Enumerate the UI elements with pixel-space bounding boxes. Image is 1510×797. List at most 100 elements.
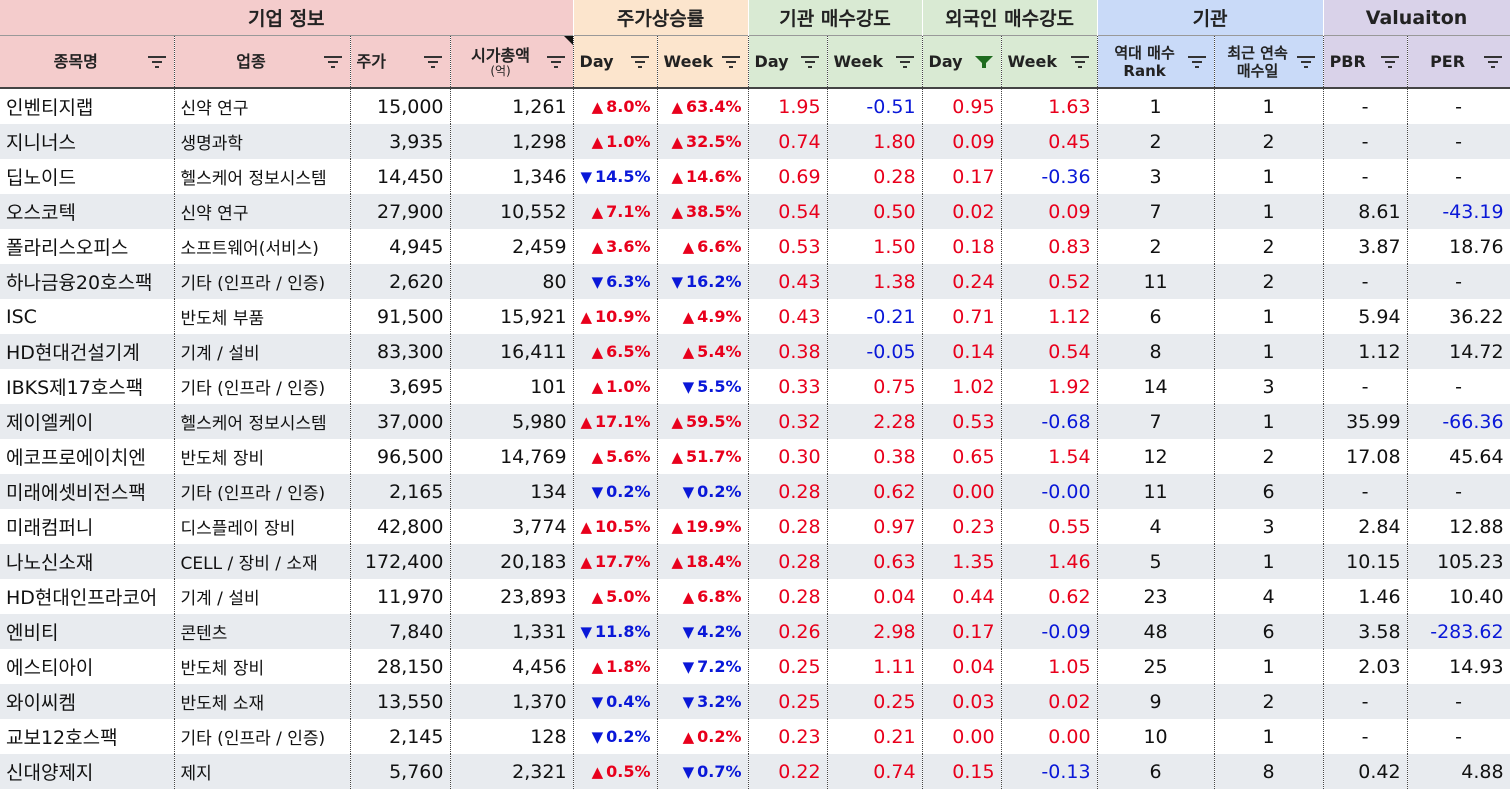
cell-industry[interactable]: 신약 연구 xyxy=(174,88,351,124)
cell-price-week[interactable]: ▲ 59.5% xyxy=(657,404,749,439)
table-row[interactable]: 오스코텍 신약 연구 27,900 10,552 ▲ 7.1% ▲ 38.5% 0.54 0.50… xyxy=(0,194,1510,229)
cell-pbr[interactable]: 17.08 xyxy=(1323,439,1408,474)
filter-icon[interactable] xyxy=(1069,55,1091,69)
cell-name[interactable]: 미래에셋비전스팩 xyxy=(0,474,175,509)
header-inst-week[interactable]: Week xyxy=(827,35,923,89)
cell-price-day[interactable]: ▲ 17.7% xyxy=(573,544,658,579)
cell-pbr[interactable]: - xyxy=(1323,124,1408,159)
cell-foreign-week[interactable]: 0.54 xyxy=(1001,334,1098,369)
cell-per[interactable]: 14.93 xyxy=(1407,649,1510,684)
cell-industry[interactable]: 반도체 부품 xyxy=(174,299,351,334)
cell-inst-week[interactable]: 0.75 xyxy=(827,369,923,404)
cell-price-day[interactable]: ▼ 0.4% xyxy=(573,684,658,719)
cell-pbr[interactable]: - xyxy=(1323,474,1408,509)
cell-industry[interactable]: 신약 연구 xyxy=(174,194,351,229)
cell-rank[interactable]: 11 xyxy=(1097,264,1215,299)
cell-rank[interactable]: 23 xyxy=(1097,579,1215,614)
cell-foreign-week[interactable]: 0.45 xyxy=(1001,124,1098,159)
cell-industry[interactable]: 제지 xyxy=(174,754,351,789)
cell-foreign-week[interactable]: 1.92 xyxy=(1001,369,1098,404)
cell-streak[interactable]: 3 xyxy=(1214,369,1324,404)
cell-market-cap[interactable]: 5,980 xyxy=(450,404,574,439)
cell-rank[interactable]: 5 xyxy=(1097,544,1215,579)
cell-price-week[interactable]: ▲ 38.5% xyxy=(657,194,749,229)
table-row[interactable]: 하나금융20호스팩 기타 (인프라 / 인증) 2,620 80 ▼ 6.3% ▼ 16.2%… xyxy=(0,264,1510,299)
cell-rank[interactable]: 8 xyxy=(1097,334,1215,369)
cell-inst-week[interactable]: 0.21 xyxy=(827,719,923,754)
filter-icon[interactable] xyxy=(422,55,444,69)
cell-inst-day[interactable]: 0.69 xyxy=(748,159,828,194)
cell-foreign-day[interactable]: 0.53 xyxy=(922,404,1002,439)
cell-inst-day[interactable]: 0.26 xyxy=(748,614,828,649)
cell-pbr[interactable]: 8.61 xyxy=(1323,194,1408,229)
cell-per[interactable]: 12.88 xyxy=(1407,509,1510,544)
cell-per[interactable]: - xyxy=(1407,124,1510,159)
cell-name[interactable]: 교보12호스팩 xyxy=(0,719,175,754)
cell-streak[interactable]: 3 xyxy=(1214,509,1324,544)
cell-foreign-day[interactable]: 0.14 xyxy=(922,334,1002,369)
cell-foreign-day[interactable]: 1.35 xyxy=(922,544,1002,579)
cell-foreign-day[interactable]: 0.23 xyxy=(922,509,1002,544)
cell-price-day[interactable]: ▲ 10.9% xyxy=(573,299,658,334)
cell-price-week[interactable]: ▲ 6.6% xyxy=(657,229,749,264)
cell-rank[interactable]: 6 xyxy=(1097,754,1215,789)
cell-market-cap[interactable]: 80 xyxy=(450,264,574,299)
cell-foreign-day[interactable]: 0.18 xyxy=(922,229,1002,264)
table-row[interactable]: 제이엘케이 헬스케어 정보시스템 37,000 5,980 ▲ 17.1% ▲ 59.5% 0.… xyxy=(0,404,1510,439)
cell-pbr[interactable]: - xyxy=(1323,264,1408,299)
cell-streak[interactable]: 8 xyxy=(1214,754,1324,789)
cell-price-week[interactable]: ▼ 0.2% xyxy=(657,474,749,509)
cell-inst-week[interactable]: 0.50 xyxy=(827,194,923,229)
cell-market-cap[interactable]: 10,552 xyxy=(450,194,574,229)
header-price[interactable]: 주가 xyxy=(350,35,451,89)
cell-price[interactable]: 2,145 xyxy=(350,719,451,754)
filter-icon[interactable] xyxy=(894,55,916,69)
cell-market-cap[interactable]: 134 xyxy=(450,474,574,509)
cell-inst-day[interactable]: 0.22 xyxy=(748,754,828,789)
cell-inst-week[interactable]: 1.80 xyxy=(827,124,923,159)
cell-industry[interactable]: 반도체 장비 xyxy=(174,439,351,474)
cell-inst-week[interactable]: 0.04 xyxy=(827,579,923,614)
cell-streak[interactable]: 2 xyxy=(1214,684,1324,719)
cell-inst-day[interactable]: 0.38 xyxy=(748,334,828,369)
cell-pbr[interactable]: 10.15 xyxy=(1323,544,1408,579)
table-row[interactable]: 에스티아이 반도체 장비 28,150 4,456 ▲ 1.8% ▼ 7.2% 0.25 1.11… xyxy=(0,649,1510,684)
cell-foreign-week[interactable]: 1.12 xyxy=(1001,299,1098,334)
cell-streak[interactable]: 2 xyxy=(1214,264,1324,299)
cell-rank[interactable]: 11 xyxy=(1097,474,1215,509)
cell-inst-day[interactable]: 0.25 xyxy=(748,684,828,719)
cell-price[interactable]: 27,900 xyxy=(350,194,451,229)
table-row[interactable]: 엔비티 콘텐츠 7,840 1,331 ▼ 11.8% ▼ 4.2% 0.26 2.98 0.17-… xyxy=(0,614,1510,649)
cell-price-week[interactable]: ▲ 63.4% xyxy=(657,88,749,124)
cell-per[interactable]: -43.19 xyxy=(1407,194,1510,229)
cell-price-day[interactable]: ▲ 1.0% xyxy=(573,369,658,404)
cell-industry[interactable]: 소프트웨어(서비스) xyxy=(174,229,351,264)
cell-foreign-day[interactable]: 1.02 xyxy=(922,369,1002,404)
cell-name[interactable]: 나노신소재 xyxy=(0,544,175,579)
cell-name[interactable]: HD현대인프라코어 xyxy=(0,579,175,614)
cell-foreign-week[interactable]: 0.62 xyxy=(1001,579,1098,614)
cell-price-day[interactable]: ▼ 6.3% xyxy=(573,264,658,299)
cell-per[interactable]: 14.72 xyxy=(1407,334,1510,369)
cell-price[interactable]: 13,550 xyxy=(350,684,451,719)
cell-price-week[interactable]: ▼ 5.5% xyxy=(657,369,749,404)
cell-pbr[interactable]: 2.03 xyxy=(1323,649,1408,684)
cell-market-cap[interactable]: 1,346 xyxy=(450,159,574,194)
cell-price[interactable]: 5,760 xyxy=(350,754,451,789)
cell-price-day[interactable]: ▼ 0.2% xyxy=(573,474,658,509)
cell-foreign-day[interactable]: 0.71 xyxy=(922,299,1002,334)
table-row[interactable]: 나노신소재 CELL / 장비 / 소재 172,400 20,183 ▲ 17.7% ▲ 1… xyxy=(0,544,1510,579)
filter-icon[interactable] xyxy=(146,55,168,69)
cell-per[interactable]: - xyxy=(1407,684,1510,719)
cell-streak[interactable]: 1 xyxy=(1214,299,1324,334)
cell-price-week[interactable]: ▲ 51.7% xyxy=(657,439,749,474)
cell-streak[interactable]: 1 xyxy=(1214,544,1324,579)
cell-industry[interactable]: 생명과학 xyxy=(174,124,351,159)
cell-price[interactable]: 15,000 xyxy=(350,88,451,124)
cell-per[interactable]: - xyxy=(1407,369,1510,404)
cell-price-week[interactable]: ▲ 6.8% xyxy=(657,579,749,614)
cell-price-week[interactable]: ▼ 7.2% xyxy=(657,649,749,684)
cell-price-week[interactable]: ▲ 0.2% xyxy=(657,719,749,754)
cell-price-day[interactable]: ▲ 1.8% xyxy=(573,649,658,684)
cell-foreign-day[interactable]: 0.44 xyxy=(922,579,1002,614)
